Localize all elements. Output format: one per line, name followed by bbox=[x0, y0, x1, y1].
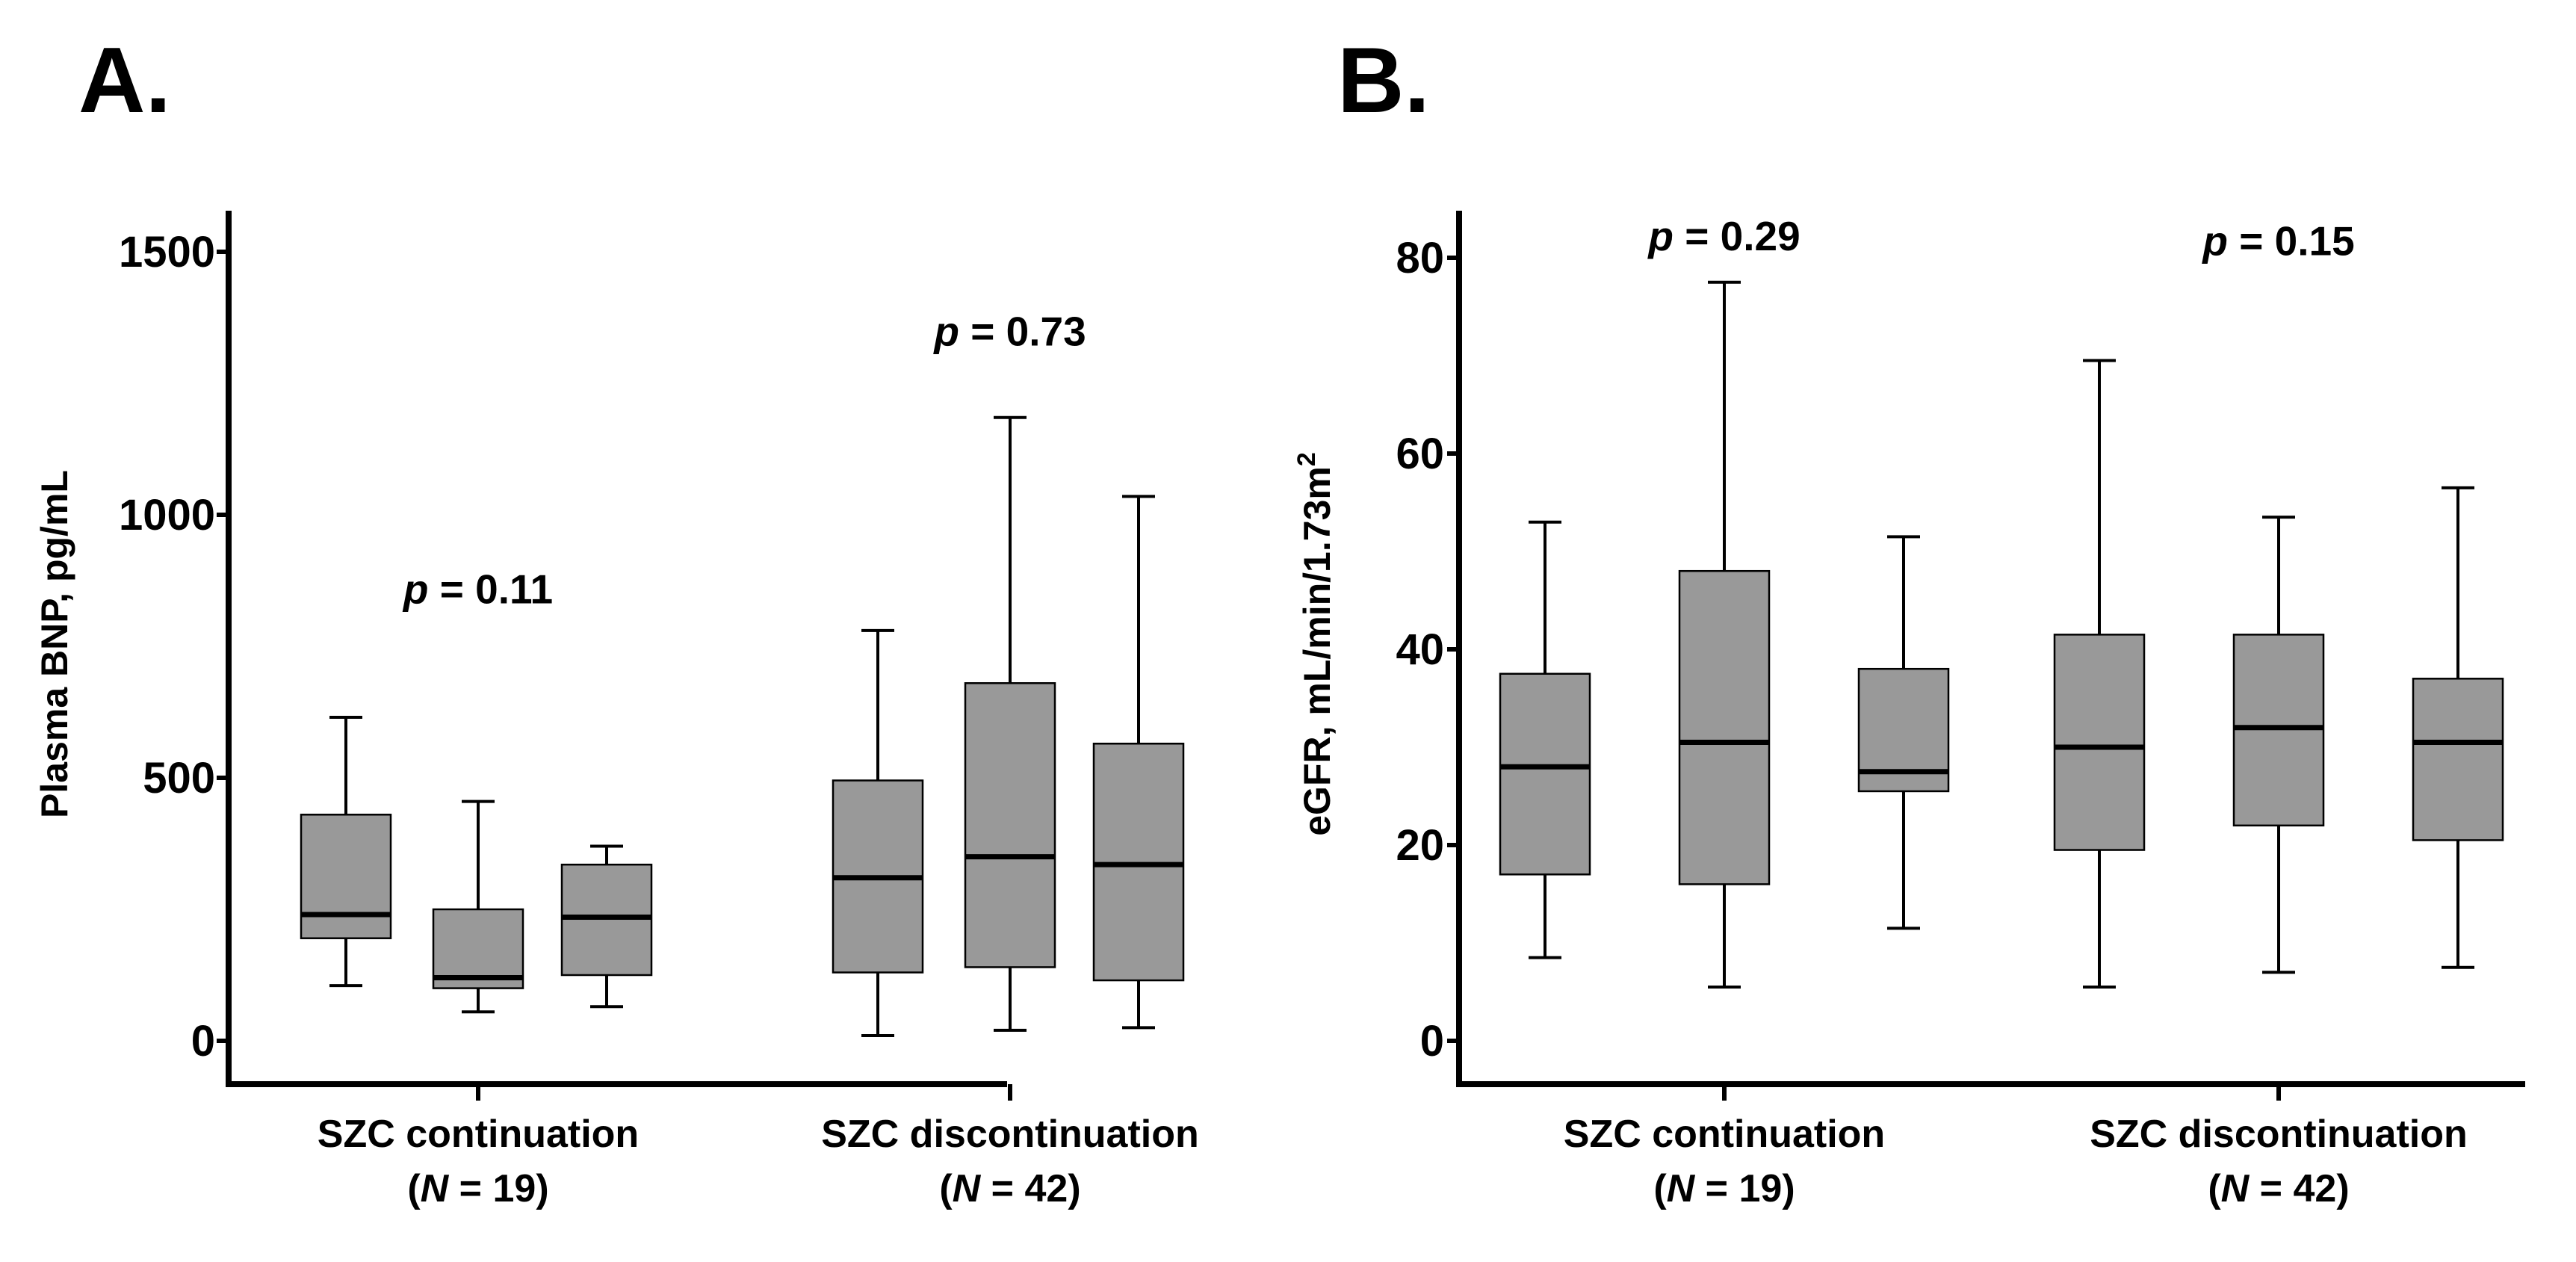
iqr-box bbox=[2412, 678, 2504, 841]
boxplot-1-2 bbox=[1678, 280, 1771, 989]
p-rest: = 0.73 bbox=[959, 309, 1086, 355]
y-tick-label: 0 bbox=[1420, 1017, 1444, 1065]
boxplot-1-3 bbox=[1857, 535, 1950, 930]
y-tick-label: 0 bbox=[191, 1017, 215, 1065]
x-category-n-label: (N = 19) bbox=[1653, 1167, 1795, 1210]
y-tick-label: 40 bbox=[1396, 625, 1444, 674]
p-italic: p bbox=[1647, 213, 1674, 259]
n-rest: = 42) bbox=[980, 1167, 1080, 1210]
y-tick-label: 1000 bbox=[119, 491, 215, 539]
p-rest: = 0.15 bbox=[2228, 217, 2355, 264]
panel-label: B. bbox=[1337, 29, 1430, 132]
p-italic: p bbox=[402, 566, 429, 613]
y-tick-label: 80 bbox=[1396, 234, 1444, 282]
y-axis-label-superscript: 2 bbox=[1292, 452, 1321, 466]
y-tick-label: 1500 bbox=[119, 228, 215, 276]
n-italic: N bbox=[421, 1167, 450, 1210]
p-value-label: p = 0.73 bbox=[932, 309, 1086, 355]
boxplot-2-1 bbox=[2053, 359, 2146, 989]
p-value-label: p = 0.29 bbox=[1647, 213, 1800, 259]
p-rest: = 0.11 bbox=[428, 566, 553, 613]
p-rest: = 0.29 bbox=[1674, 213, 1801, 259]
n-italic: N bbox=[1667, 1167, 1696, 1210]
y-tick-label: 500 bbox=[143, 754, 215, 802]
boxplot-2-2 bbox=[2232, 516, 2325, 974]
chart-panel-b: B. 0 20 40 60 80 eGFR, mL/min/1.73m2 SZC contin… bbox=[1292, 29, 2525, 1210]
panel-label: A. bbox=[78, 29, 171, 132]
x-category-n-label: (N = 42) bbox=[2208, 1167, 2349, 1210]
iqr-box bbox=[1092, 742, 1185, 982]
iqr-box bbox=[432, 908, 524, 989]
x-category-label: SZC continuation bbox=[1564, 1113, 1885, 1156]
iqr-box bbox=[964, 682, 1056, 968]
y-tick-label: 20 bbox=[1396, 821, 1444, 870]
y-axis-label-text: eGFR, mL/min/1.73m bbox=[1296, 466, 1338, 836]
boxplot-2-1 bbox=[832, 628, 924, 1037]
y-tick-label: 60 bbox=[1396, 430, 1444, 478]
iqr-box bbox=[1499, 672, 1591, 876]
n-italic: N bbox=[2221, 1167, 2250, 1210]
n-rest: = 42) bbox=[2249, 1167, 2349, 1210]
y-axis-label: Plasma BNP, pg/mL bbox=[34, 470, 75, 818]
n-open: ( bbox=[2208, 1167, 2221, 1210]
iqr-box bbox=[560, 863, 653, 977]
p-value-label: p = 0.11 bbox=[402, 566, 553, 613]
boxplot-1-1 bbox=[1499, 520, 1591, 959]
n-open: ( bbox=[407, 1167, 421, 1210]
boxplot-2-2 bbox=[964, 415, 1056, 1032]
boxplot-2-3 bbox=[1092, 495, 1185, 1030]
p-value-label: p = 0.15 bbox=[2201, 217, 2354, 264]
x-category-label: SZC discontinuation bbox=[821, 1113, 1199, 1156]
y-axis-label-text: Plasma BNP, pg/mL bbox=[34, 470, 75, 818]
x-category-n-label: (N = 19) bbox=[407, 1167, 548, 1210]
n-rest: = 19) bbox=[1694, 1167, 1795, 1210]
n-rest: = 19) bbox=[448, 1167, 548, 1210]
chart-panel-a: A. 0 500 1000 1500 Plasma BNP, pg/mL SZC conti… bbox=[34, 29, 1199, 1210]
iqr-box bbox=[300, 814, 392, 939]
n-italic: N bbox=[953, 1167, 982, 1210]
x-category-label: SZC continuation bbox=[318, 1113, 639, 1156]
boxplot-1-3 bbox=[560, 844, 653, 1009]
n-open: ( bbox=[1653, 1167, 1667, 1210]
boxplot-1-1 bbox=[300, 716, 392, 988]
p-italic: p bbox=[2201, 217, 2228, 264]
p-italic: p bbox=[932, 309, 959, 355]
y-axis-label: eGFR, mL/min/1.73m2 bbox=[1292, 452, 1338, 836]
boxplot-2-3 bbox=[2412, 486, 2504, 969]
iqr-box bbox=[1678, 569, 1771, 885]
boxplot-1-2 bbox=[432, 799, 524, 1014]
iqr-box bbox=[2053, 634, 2146, 851]
n-open: ( bbox=[939, 1167, 953, 1210]
x-category-n-label: (N = 42) bbox=[939, 1167, 1080, 1210]
x-category-label: SZC discontinuation bbox=[2090, 1113, 2468, 1156]
